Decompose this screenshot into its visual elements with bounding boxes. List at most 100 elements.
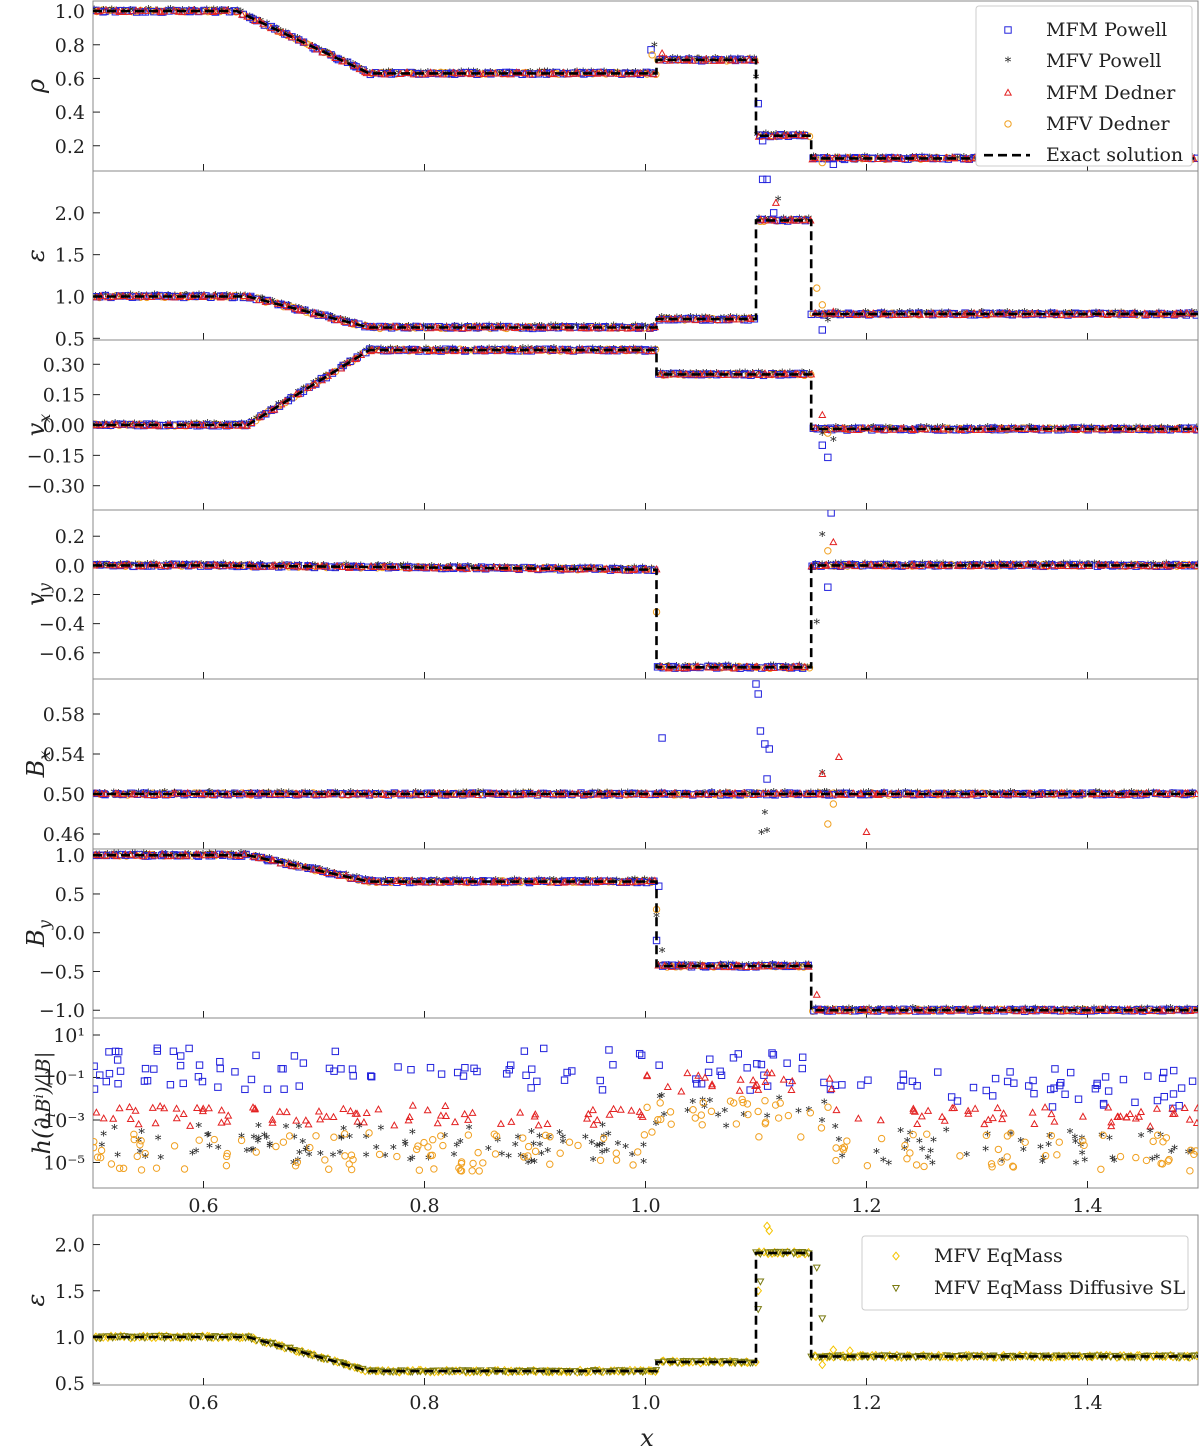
mfm_dedner-point: [1191, 425, 1198, 433]
mfm_dedner-point: [663, 1082, 672, 1090]
mfv_powell-point: *: [212, 291, 219, 306]
mfm_dedner-point: [506, 70, 515, 78]
mfv_powell-point: *: [678, 313, 685, 328]
mfv_powell-point: *: [1112, 308, 1119, 323]
exact-solution-line: [93, 853, 1198, 1012]
mfv_powell-point: *: [219, 5, 226, 20]
mfv_powell-point: *: [1138, 788, 1145, 803]
panel-by: −1.0−0.50.00.51.0By** * ** * ** ** * ** ** ** * * **…: [22, 845, 1199, 1022]
mfm_dedner-point: [674, 55, 683, 64]
mfv_powell-point: *: [253, 414, 260, 429]
mfv_powell-outlier: *: [753, 72, 760, 87]
mfm_dedner-point: [660, 788, 669, 797]
mfm_powell-point: [522, 1071, 530, 1080]
mfm_dedner-point: [1193, 1103, 1198, 1112]
mfv_powell-point: *: [662, 55, 669, 70]
mfm_dedner-point: [945, 309, 954, 317]
mfv_powell-point: *: [887, 423, 894, 438]
mfm_dedner-point: [357, 350, 366, 358]
mfm_powell-point: [528, 1065, 536, 1073]
mfm_powell-outlier: [829, 160, 838, 168]
mfv_powell-point: *: [480, 788, 487, 803]
y-tick-label: 1.0: [55, 845, 85, 867]
mfv_powell-point: *: [977, 559, 984, 574]
mfv_powell-outlier: *: [830, 435, 837, 450]
y-axis-label: Bx: [22, 751, 54, 779]
mfm_powell-point: [638, 1051, 646, 1059]
mfm_powell-point: [820, 1078, 828, 1087]
mfm_dedner-point: [457, 346, 466, 354]
mfm_dedner-point: [966, 424, 975, 432]
mfm_dedner-point: [980, 425, 989, 433]
mfm_powell-point: [153, 1047, 162, 1055]
y-axis-label: ε: [22, 249, 50, 262]
mfv_powell-point: *: [883, 422, 890, 437]
mfv_powell-point: *: [821, 1004, 828, 1019]
y-axis-label: vx: [22, 414, 54, 437]
mfm_powell-outlier: [824, 453, 832, 462]
mfm_dedner-point: [213, 789, 222, 797]
exact-solution-line: [93, 348, 1198, 431]
mfm_dedner-point: [516, 1108, 525, 1116]
mfm_dedner-point: [700, 961, 709, 970]
mfv_powell-point: *: [1049, 559, 1056, 574]
mfm_dedner-point: [186, 1121, 195, 1129]
mfm_dedner-point: [1052, 789, 1061, 797]
y-tick-label: −0.30: [27, 476, 85, 498]
mfv_powell-point: *: [347, 356, 354, 371]
mfm_dedner-point: [270, 560, 279, 569]
mfm_powell-point: [169, 1047, 178, 1055]
exact-solution-line: [93, 564, 1198, 669]
mfv_powell-point: *: [234, 5, 241, 20]
mfm_dedner-point: [558, 322, 567, 330]
mfv_powell-point: *: [124, 788, 131, 803]
mfv_powell-point: *: [506, 67, 513, 82]
mfm_powell-point: [140, 1077, 149, 1085]
mfm_powell-point: [102, 1077, 111, 1086]
mfv_powell-point: *: [908, 788, 915, 803]
mfv_powell-point: *: [607, 563, 614, 578]
mfm_powell-point: [150, 1065, 158, 1073]
mfm_dedner-point: [115, 1103, 124, 1112]
mfv_powell-point: *: [939, 422, 946, 437]
mfm_powell-point: [295, 1082, 303, 1090]
mfm_dedner-point: [1008, 560, 1017, 568]
mfm_dedner-point: [352, 561, 361, 570]
mfv_powell-point: *: [632, 67, 639, 82]
mfm_dedner-point: [179, 1109, 188, 1118]
mfv_powell-point: *: [151, 850, 158, 865]
mfm_powell-point: [717, 1071, 726, 1080]
mfm_dedner-point: [240, 849, 249, 858]
mfm_powell-outlier: [758, 137, 767, 145]
mfv_powell-point: *: [1047, 788, 1054, 803]
mfm_dedner-point: [125, 1102, 134, 1111]
mfm_dedner-point: [450, 1117, 460, 1126]
mfm_dedner-point: [879, 1005, 888, 1014]
mfm_dedner-point: [441, 1111, 451, 1120]
mfm_powell-outlier: [827, 510, 835, 517]
mfv_powell-point: *: [1145, 560, 1152, 575]
mfv_powell-point: *: [913, 152, 920, 167]
mfm_dedner-point: [1092, 424, 1101, 433]
mfv_powell-point: *: [1108, 423, 1115, 438]
mfv_powell-point: *: [1121, 560, 1128, 575]
mfm_powell-outlier: [824, 583, 832, 591]
mfm_dedner-outlier: [834, 752, 843, 761]
mfm_dedner-point: [268, 1115, 277, 1123]
mfm_powell-point: [470, 1064, 478, 1073]
mfv_powell-point: *: [573, 321, 580, 336]
mfm_dedner-point: [543, 323, 552, 331]
mfm_dedner-point: [199, 1104, 208, 1112]
mfv_powell-point: *: [440, 788, 447, 803]
mfm_dedner-point: [1030, 1119, 1039, 1128]
mfv_powell-point: *: [243, 789, 250, 804]
mfm_powell-outlier: [763, 775, 771, 783]
mfm_dedner-point: [909, 1106, 918, 1114]
mfv_dedner-outlier: [824, 547, 832, 555]
mfm_powell-point: [1131, 1098, 1139, 1107]
mfm_powell-point: [982, 1086, 990, 1095]
mfm_powell-outlier: [765, 745, 773, 753]
mfm_dedner-point: [126, 1114, 135, 1123]
y-tick-label: 10⁻⁵: [43, 1153, 85, 1175]
mfm_powell-point: [96, 1071, 104, 1079]
